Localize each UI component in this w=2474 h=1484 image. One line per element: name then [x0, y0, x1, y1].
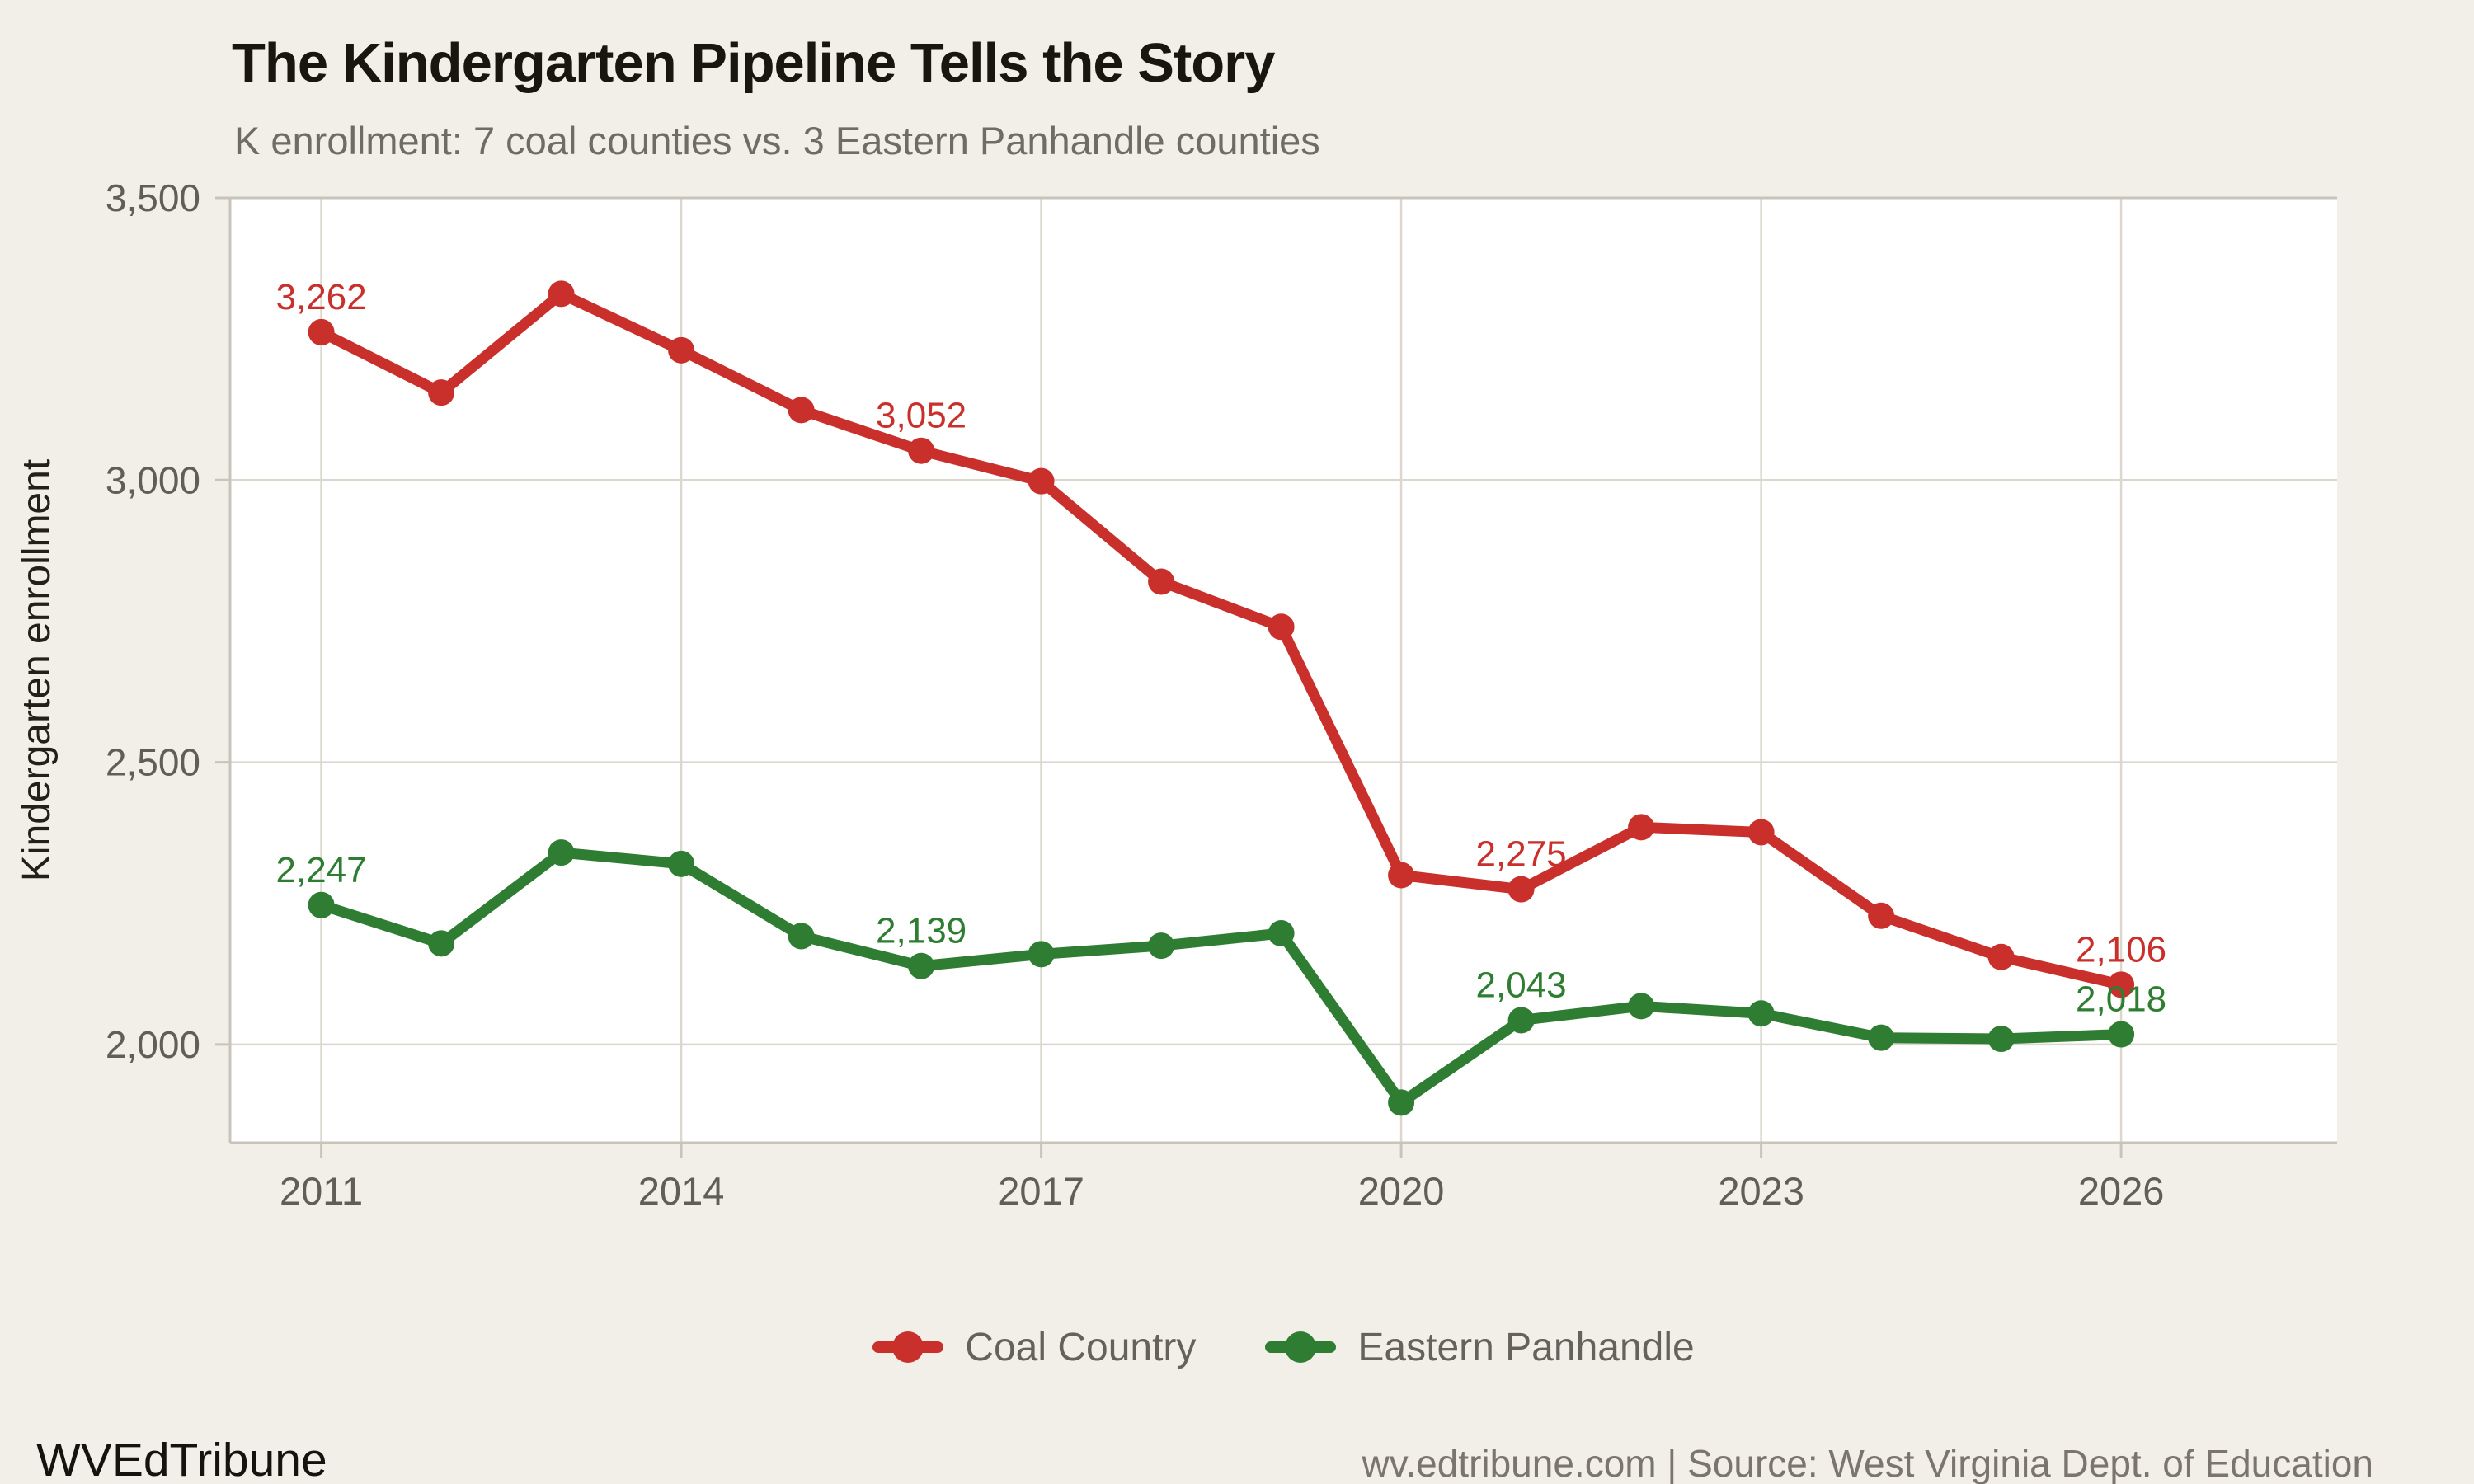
data-point — [1628, 814, 1655, 841]
x-tick-label: 2020 — [1358, 1169, 1445, 1213]
data-point — [1148, 568, 1175, 595]
x-tick-label: 2017 — [998, 1169, 1084, 1213]
data-point — [1987, 1026, 2015, 1053]
x-tick-label: 2011 — [280, 1169, 363, 1213]
series-eastern-panhandle — [308, 839, 2135, 1116]
series-coal-country — [308, 280, 2135, 998]
data-point — [1868, 1024, 1895, 1051]
data-point — [308, 891, 335, 918]
legend-item-eastern-panhandle: Eastern Panhandle — [1265, 1325, 1695, 1370]
page-subtitle: K enrollment: 7 coal counties vs. 3 East… — [234, 119, 1320, 162]
x-tick-label: 2014 — [638, 1169, 725, 1213]
data-point — [788, 397, 815, 424]
data-point-label: 2,018 — [2076, 979, 2166, 1020]
data-point — [1747, 819, 1775, 846]
y-axis-title: Kindergarten enrollment — [15, 459, 59, 881]
data-point-label: 2,106 — [2076, 929, 2166, 970]
y-tick-label: 2,500 — [106, 741, 200, 784]
data-point-labels: 3,262 3,052 2,275 2,106 2,247 2,139 2,043 2,018 — [276, 277, 2167, 1020]
data-point — [1388, 1089, 1415, 1116]
data-point — [2108, 1021, 2135, 1048]
data-point — [1507, 1007, 1535, 1034]
data-point-label: 3,052 — [876, 396, 967, 436]
y-tick-label: 3,500 — [106, 176, 200, 219]
coal-country-line-marker-icon — [872, 1329, 944, 1365]
data-point — [908, 952, 935, 979]
y-tick-label: 3,000 — [106, 458, 200, 501]
data-point-label: 3,262 — [276, 277, 367, 317]
x-tick-label: 2026 — [2078, 1169, 2165, 1213]
legend-label: Eastern Panhandle — [1357, 1325, 1695, 1369]
data-point — [1148, 932, 1175, 960]
data-point — [788, 923, 815, 950]
data-point-label: 2,043 — [1476, 965, 1567, 1005]
legend-marker-dot — [892, 1331, 924, 1363]
data-point-label: 2,247 — [276, 850, 367, 890]
data-point-label: 2,139 — [876, 911, 967, 951]
series-line-coal-country — [316, 288, 2127, 990]
data-point — [1628, 993, 1655, 1020]
legend-marker-dot — [1285, 1331, 1317, 1363]
data-point — [1028, 467, 1055, 495]
data-point — [1507, 876, 1535, 903]
brand-wordmark: WVEdTribune — [36, 1434, 327, 1484]
data-point-label: 2,275 — [1476, 834, 1567, 875]
data-point — [548, 280, 575, 308]
data-point — [1987, 943, 2015, 970]
eastern-panhandle-line-marker-icon — [1265, 1329, 1337, 1365]
data-point — [668, 336, 695, 364]
data-point — [1388, 862, 1415, 889]
data-point — [428, 379, 455, 406]
data-point — [668, 850, 695, 877]
data-point — [548, 839, 575, 866]
x-tick-label: 2023 — [1718, 1169, 1804, 1213]
data-point — [1268, 613, 1295, 641]
data-point — [908, 437, 935, 464]
axis-borders — [228, 196, 2337, 1144]
series-line-eastern-panhandle — [316, 847, 2127, 1108]
legend-label: Coal Country — [965, 1325, 1197, 1369]
plot-panel — [230, 198, 2337, 1143]
chart-legend: Coal Country Eastern Panhandle — [230, 1314, 2337, 1380]
data-point — [428, 930, 455, 957]
data-point — [1747, 1000, 1775, 1027]
data-point — [308, 318, 335, 345]
legend-item-coal-country: Coal Country — [872, 1325, 1196, 1370]
source-attribution: wv.edtribune.com | Source: West Virginia… — [1362, 1442, 2373, 1484]
data-point — [1028, 941, 1055, 968]
data-point — [1868, 902, 1895, 929]
data-point — [1268, 920, 1295, 947]
data-point — [2108, 971, 2135, 998]
y-tick-label: 2,000 — [106, 1023, 200, 1066]
page-title: The Kindergarten Pipeline Tells the Stor… — [232, 32, 1276, 94]
